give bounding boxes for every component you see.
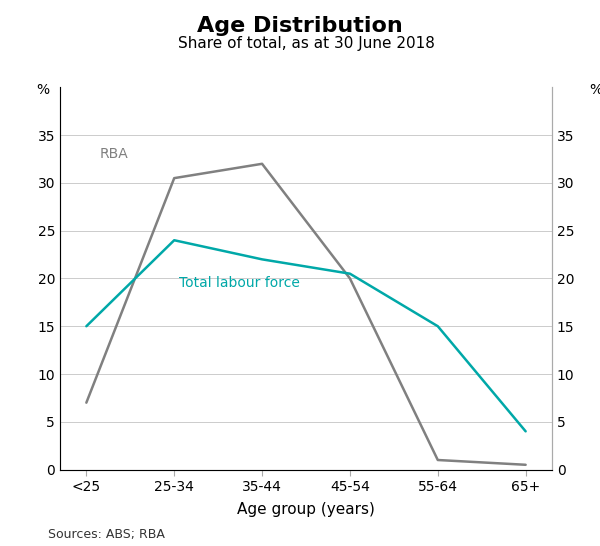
Text: RBA: RBA [100,147,128,161]
Text: Total labour force: Total labour force [179,276,299,290]
Text: %: % [36,83,49,97]
Title: Share of total, as at 30 June 2018: Share of total, as at 30 June 2018 [178,37,434,51]
Text: Age Distribution: Age Distribution [197,16,403,37]
Text: %: % [589,83,600,97]
Text: Sources: ABS; RBA: Sources: ABS; RBA [48,527,165,541]
X-axis label: Age group (years): Age group (years) [237,502,375,517]
